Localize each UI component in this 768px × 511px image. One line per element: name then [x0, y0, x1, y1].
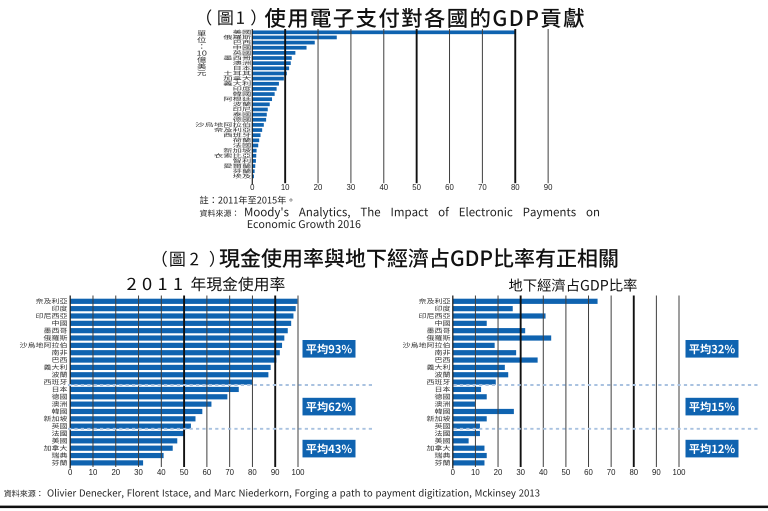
- svg-text:50: 50: [180, 468, 189, 477]
- svg-text:60: 60: [445, 183, 454, 192]
- svg-text:70: 70: [478, 183, 487, 192]
- svg-text:30: 30: [134, 468, 143, 477]
- svg-text:90: 90: [652, 468, 661, 477]
- svg-text:40: 40: [157, 468, 166, 477]
- svg-text:80: 80: [511, 183, 520, 192]
- svg-text:90: 90: [544, 183, 553, 192]
- svg-text:10: 10: [471, 468, 480, 477]
- svg-text:10: 10: [281, 183, 290, 192]
- svg-text:50: 50: [412, 183, 421, 192]
- svg-text:0: 0: [451, 468, 456, 477]
- svg-text:100: 100: [291, 468, 305, 477]
- svg-text:100: 100: [672, 468, 686, 477]
- svg-text:20: 20: [494, 468, 503, 477]
- svg-text:70: 70: [225, 468, 234, 477]
- svg-text:90: 90: [271, 468, 280, 477]
- svg-text:40: 40: [539, 468, 548, 477]
- svg-text:60: 60: [584, 468, 593, 477]
- svg-text:0: 0: [250, 183, 255, 192]
- svg-text:20: 20: [314, 183, 323, 192]
- svg-text:80: 80: [629, 468, 638, 477]
- svg-text:80: 80: [248, 468, 257, 477]
- svg-text:70: 70: [607, 468, 616, 477]
- svg-text:60: 60: [203, 468, 212, 477]
- svg-text:50: 50: [562, 468, 571, 477]
- svg-text:30: 30: [347, 183, 356, 192]
- svg-text:0: 0: [68, 468, 73, 477]
- svg-text:10: 10: [89, 468, 98, 477]
- svg-text:40: 40: [379, 183, 388, 192]
- svg-text:30: 30: [516, 468, 525, 477]
- svg-text:20: 20: [111, 468, 120, 477]
